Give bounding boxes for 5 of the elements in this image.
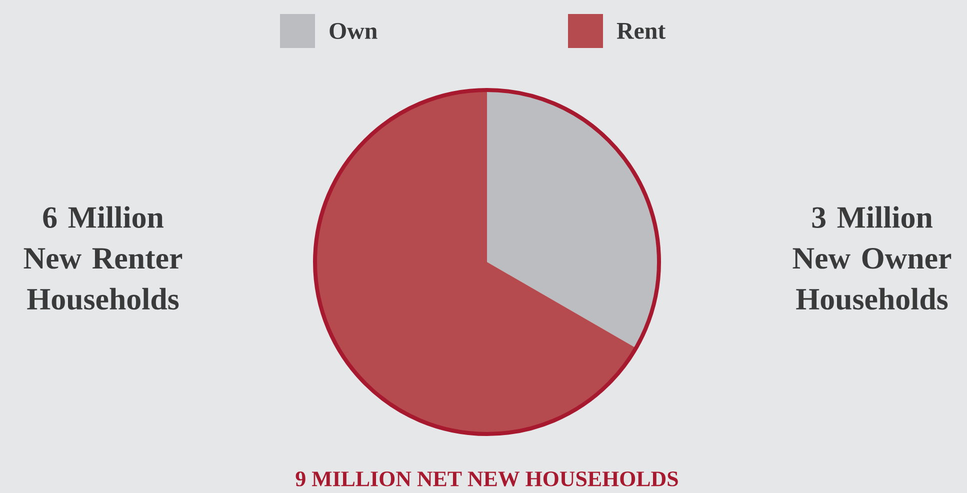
data-label: 3 Million New Owner Households <box>792 206 952 310</box>
legend-label: Rent <box>616 23 666 39</box>
data-label: 6 Million New Renter Households <box>24 206 182 310</box>
text: 9 MILLION NET NEW HOUSEHOLDS <box>296 472 678 486</box>
legend-label: Own <box>330 22 378 40</box>
